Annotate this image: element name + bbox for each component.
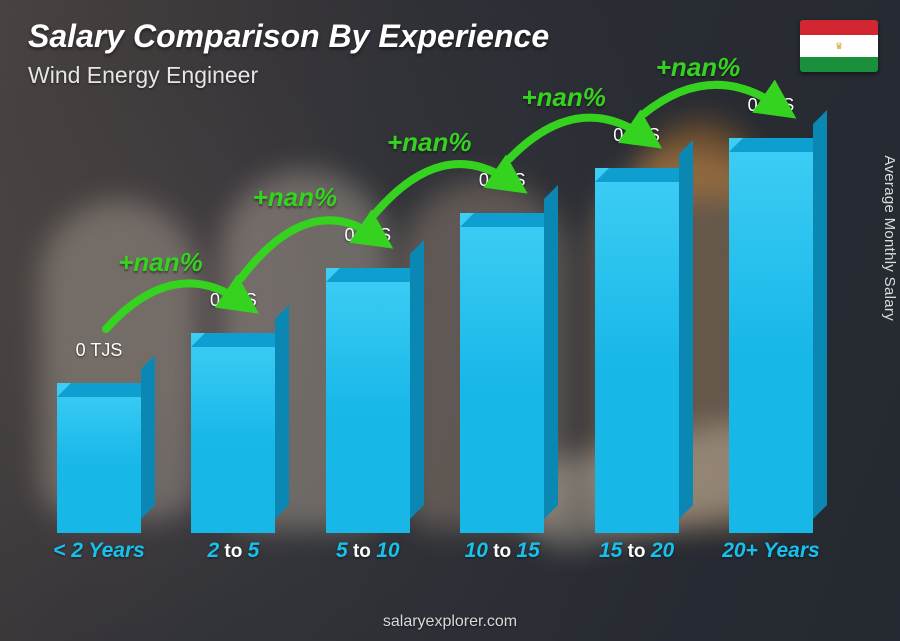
bar-value-label: 0 TJS <box>344 225 391 246</box>
bar-3d <box>57 383 141 533</box>
bar-3: 0 TJS <box>443 213 561 533</box>
infographic-stage: Salary Comparison By Experience Wind Ene… <box>0 0 900 641</box>
bar-3d <box>729 138 813 533</box>
tajikistan-flag: ♛ <box>800 20 878 72</box>
bar-front-face <box>57 383 141 533</box>
bar-front-face <box>595 168 679 533</box>
flag-stripe-white: ♛ <box>800 35 878 56</box>
bar-3d <box>326 268 410 533</box>
bar-side-face <box>813 110 827 519</box>
bar-value-label: 0 TJS <box>210 290 257 311</box>
flag-stripe-green <box>800 57 878 72</box>
bar-5: 0 TJS <box>712 138 830 533</box>
flag-crown-icon: ♛ <box>835 42 843 51</box>
bar-side-face <box>679 140 693 519</box>
bar-value-label: 0 TJS <box>613 125 660 146</box>
delta-label: +nan% <box>521 82 606 113</box>
category-label: < 2 Years <box>40 539 158 573</box>
bar-side-face <box>141 355 155 519</box>
bar-side-face <box>410 240 424 519</box>
bar-value-label: 0 TJS <box>479 170 526 191</box>
bar-side-face <box>544 185 558 519</box>
bar-value-label: 0 TJS <box>76 340 123 361</box>
bar-front-face <box>729 138 813 533</box>
bar-0: 0 TJS <box>40 383 158 533</box>
category-label: 2 to 5 <box>174 539 292 573</box>
category-label: 20+ Years <box>712 539 830 573</box>
bar-1: 0 TJS <box>174 333 292 533</box>
bar-3d <box>460 213 544 533</box>
category-row: < 2 Years 2 to 5 5 to 10 10 to 15 15 to 20 20… <box>30 539 840 573</box>
bars-container: 0 TJS0 TJS0 TJS0 TJS0 TJS0 TJS <box>30 120 840 533</box>
bar-front-face <box>326 268 410 533</box>
category-label: 10 to 15 <box>443 539 561 573</box>
y-axis-label: Average Monthly Salary <box>882 155 899 321</box>
flag-stripe-red <box>800 20 878 35</box>
bar-front-face <box>460 213 544 533</box>
category-label: 5 to 10 <box>309 539 427 573</box>
bar-side-face <box>275 305 289 519</box>
bar-4: 0 TJS <box>578 168 696 533</box>
bar-2: 0 TJS <box>309 268 427 533</box>
delta-label: +nan% <box>656 52 741 83</box>
bar-3d <box>595 168 679 533</box>
bar-front-face <box>191 333 275 533</box>
chart-subtitle: Wind Energy Engineer <box>28 62 258 89</box>
bar-top-face <box>595 168 693 182</box>
bar-chart: 0 TJS0 TJS0 TJS0 TJS0 TJS0 TJS < 2 Years… <box>30 120 840 573</box>
bar-3d <box>191 333 275 533</box>
bar-value-label: 0 TJS <box>748 95 795 116</box>
footer-attribution: salaryexplorer.com <box>0 613 900 631</box>
chart-title: Salary Comparison By Experience <box>28 18 549 55</box>
category-label: 15 to 20 <box>578 539 696 573</box>
